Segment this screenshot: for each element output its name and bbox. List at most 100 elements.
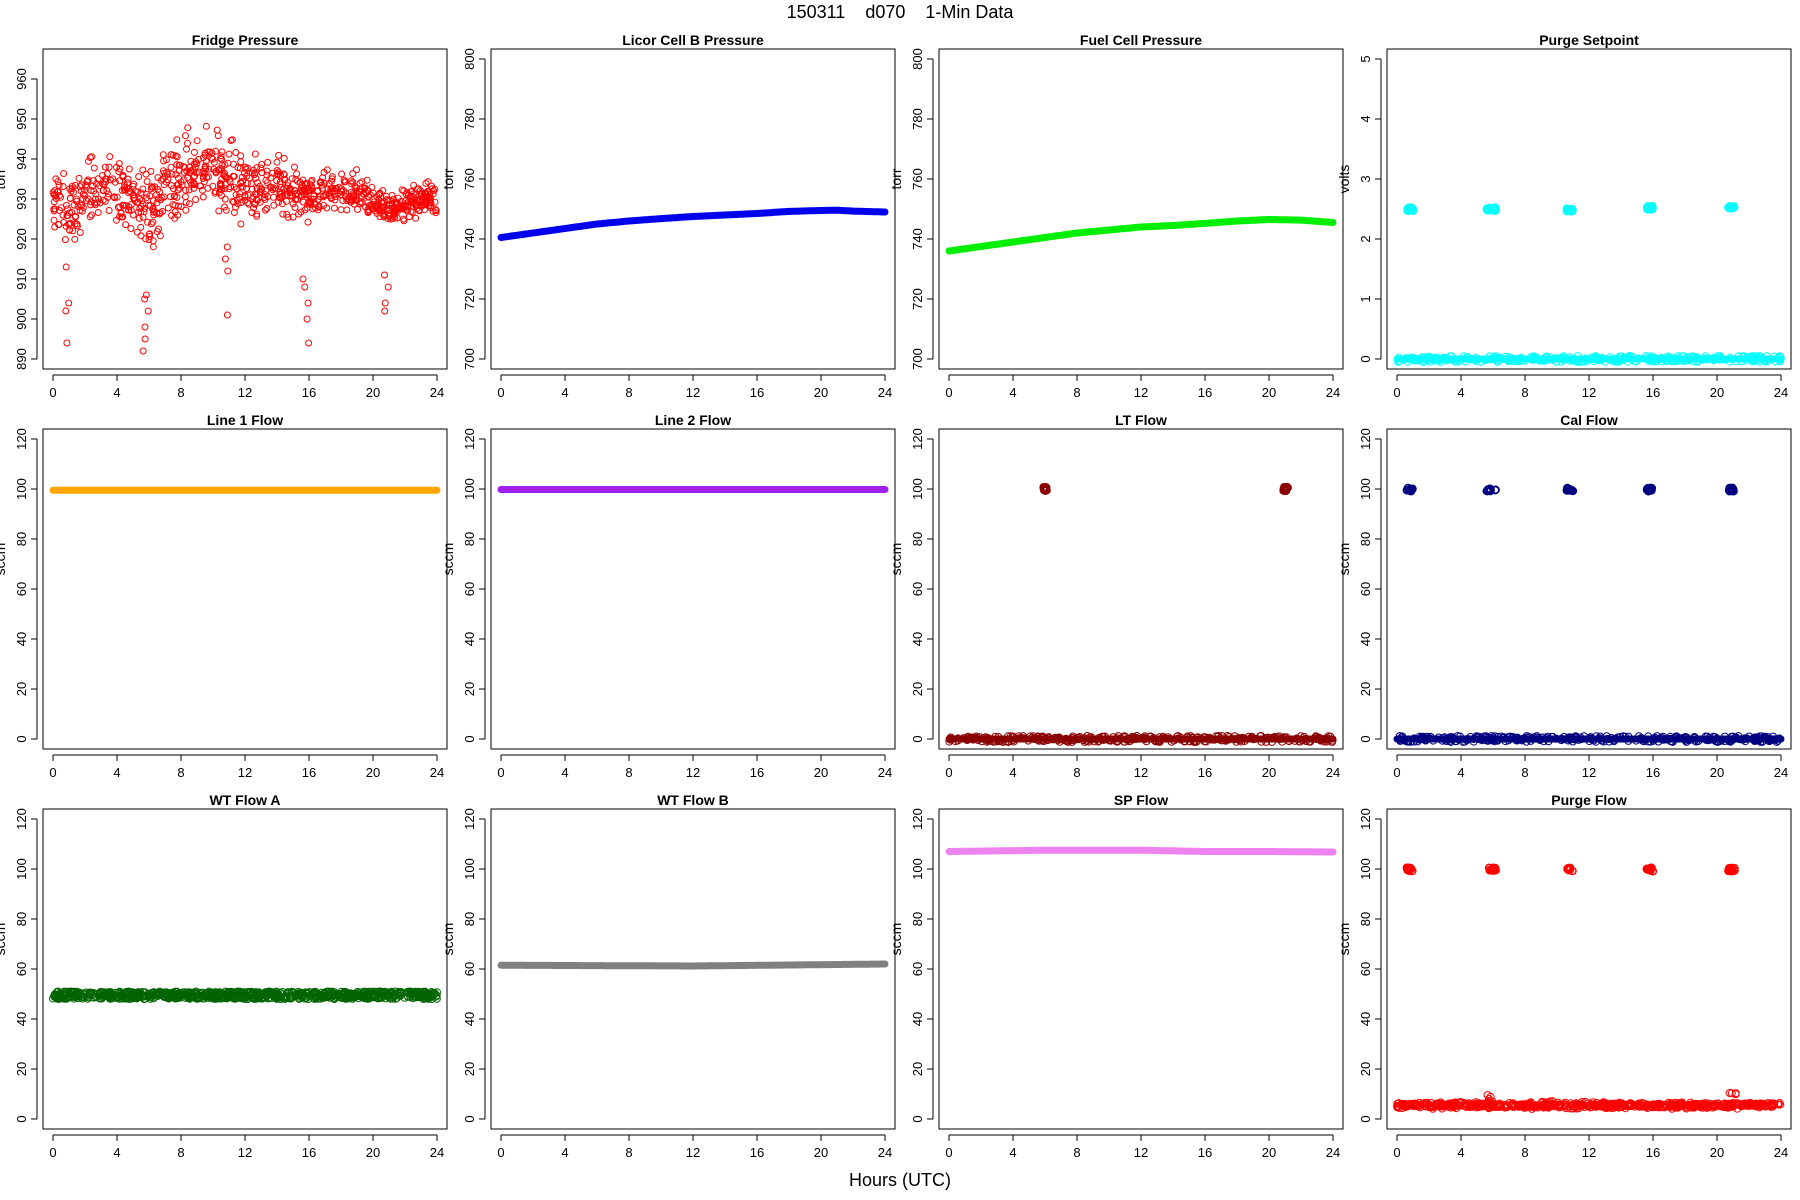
scatter-point xyxy=(291,163,298,171)
x-tick-label: 0 xyxy=(497,765,504,780)
scatter-point xyxy=(1750,733,1758,742)
scatter-point xyxy=(1394,353,1403,362)
scatter-point xyxy=(237,220,245,228)
scatter-point xyxy=(388,201,396,209)
scatter-point xyxy=(1423,732,1432,741)
x-axis: 0 4 8 12 16 20 24 xyxy=(1393,374,1788,400)
scatter-point xyxy=(1754,736,1763,745)
scatter-point xyxy=(1713,1101,1722,1110)
y-tick-label: 0 xyxy=(1358,1115,1373,1122)
y-tick-label: 20 xyxy=(14,682,29,696)
scatter-point xyxy=(209,182,217,190)
scatter-point xyxy=(62,994,71,1002)
x-axis: 0 4 8 12 16 20 24 xyxy=(49,1134,444,1160)
scatter-point xyxy=(1709,356,1718,364)
scatter-point xyxy=(1573,1100,1582,1109)
scatter-point xyxy=(1686,735,1694,744)
scatter-point xyxy=(1601,1102,1609,1111)
y-tick-label: 0 xyxy=(1358,355,1373,362)
y-tick-label: 60 xyxy=(14,582,29,596)
scatter-point xyxy=(1623,1100,1632,1109)
y-tick-label: 80 xyxy=(462,532,477,546)
scatter-point xyxy=(75,174,83,182)
scatter-point xyxy=(173,136,181,144)
scatter-point xyxy=(105,992,114,1001)
scatter-point xyxy=(1589,1101,1598,1109)
scatter-point xyxy=(160,193,168,201)
y-tick-label: 60 xyxy=(462,962,477,976)
x-axis: 0 4 8 12 16 20 24 xyxy=(945,754,1340,780)
scatter-point xyxy=(200,178,208,186)
y-tick-label: 780 xyxy=(462,108,477,130)
x-tick-label: 24 xyxy=(878,385,892,400)
cluster-point xyxy=(1486,485,1495,494)
scatter-point xyxy=(144,307,152,315)
scatter-point xyxy=(1586,734,1595,743)
scatter-point xyxy=(187,157,195,165)
x-tick-label: 16 xyxy=(1198,765,1212,780)
scatter-point xyxy=(1480,356,1489,365)
scatter-point xyxy=(348,196,356,204)
scatter-point xyxy=(353,987,362,996)
scatter-point xyxy=(1539,356,1548,365)
scatter-point xyxy=(217,164,225,172)
scatter-point xyxy=(288,175,296,183)
x-axis: 0 4 8 12 16 20 24 xyxy=(49,754,444,780)
scatter-point xyxy=(1742,356,1751,365)
scatter-point xyxy=(1541,1099,1550,1108)
scatter-point xyxy=(181,193,189,201)
x-tick-label: 24 xyxy=(878,765,892,780)
scatter-point xyxy=(1758,354,1767,363)
scatter-point xyxy=(1395,357,1403,366)
x-tick-label: 8 xyxy=(625,765,632,780)
scatter-point xyxy=(1698,355,1707,364)
panel-title: Fridge Pressure xyxy=(192,32,299,48)
scatter-point xyxy=(1504,736,1513,745)
scatter-point xyxy=(1398,1104,1407,1112)
scatter-point xyxy=(56,192,63,199)
data-marks xyxy=(1393,863,1785,1113)
x-tick-label: 12 xyxy=(1134,765,1148,780)
scatter-point xyxy=(213,126,221,134)
scatter-point xyxy=(1650,354,1659,363)
scatter-point xyxy=(413,202,421,210)
plot-frame xyxy=(1386,48,1792,370)
scatter-point xyxy=(155,225,162,233)
cluster-point xyxy=(1041,483,1050,492)
x-tick-label: 16 xyxy=(1646,765,1660,780)
scatter-point xyxy=(1190,736,1199,745)
scatter-point xyxy=(121,990,129,999)
y-tick-label: 900 xyxy=(14,308,29,330)
scatter-point xyxy=(1554,1101,1563,1110)
scatter-point xyxy=(366,987,375,996)
scatter-point xyxy=(299,198,307,206)
scatter-point xyxy=(1625,352,1634,361)
x-tick-label: 8 xyxy=(1073,385,1080,400)
x-tick-label: 12 xyxy=(1134,1145,1148,1160)
scatter-point xyxy=(396,988,405,997)
scatter-point xyxy=(279,192,286,200)
scatter-point xyxy=(1749,352,1758,361)
scatter-point xyxy=(224,267,232,275)
scatter-point xyxy=(99,196,107,204)
scatter-point xyxy=(1690,1102,1699,1111)
scatter-point xyxy=(199,174,207,182)
scatter-point xyxy=(1776,357,1784,366)
plot-frame xyxy=(1386,428,1792,750)
scatter-point xyxy=(1558,353,1567,362)
scatter-point xyxy=(1557,734,1566,743)
scatter-point xyxy=(422,991,431,1000)
x-tick-label: 8 xyxy=(177,1145,184,1160)
y-axis-label: volts xyxy=(1336,165,1352,194)
scatter-point xyxy=(427,204,435,212)
x-tick-label: 8 xyxy=(1521,385,1528,400)
scatter-point xyxy=(149,197,157,205)
scatter-point xyxy=(136,988,145,997)
panel-title: Purge Setpoint xyxy=(1539,32,1639,48)
scatter-point xyxy=(176,161,184,169)
figure-title: 150311 d070 1-Min Data xyxy=(786,2,1014,22)
data-marks xyxy=(945,846,1337,856)
scatter-point xyxy=(1768,1102,1777,1111)
scatter-point xyxy=(1693,357,1702,366)
scatter-point xyxy=(139,347,147,355)
